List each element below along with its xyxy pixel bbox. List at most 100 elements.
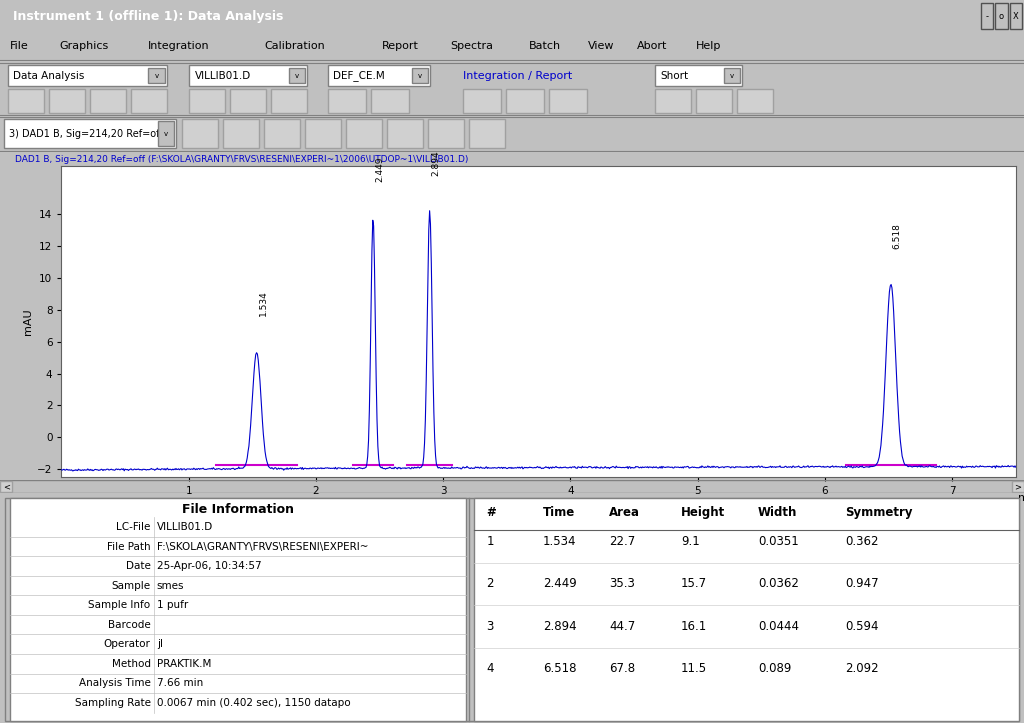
Text: 2.894: 2.894 [431, 150, 440, 176]
FancyBboxPatch shape [264, 119, 300, 148]
FancyBboxPatch shape [189, 65, 307, 86]
Text: v: v [155, 72, 159, 79]
FancyBboxPatch shape [469, 119, 505, 148]
FancyBboxPatch shape [131, 89, 167, 113]
Text: Date: Date [126, 561, 151, 571]
Text: Calibration: Calibration [264, 40, 326, 51]
FancyBboxPatch shape [328, 89, 366, 113]
FancyBboxPatch shape [10, 497, 466, 721]
FancyBboxPatch shape [90, 89, 126, 113]
Text: 3) DAD1 B, Sig=214,20 Ref=off (F: 3) DAD1 B, Sig=214,20 Ref=off (F [9, 129, 176, 139]
Text: v: v [164, 131, 168, 137]
FancyBboxPatch shape [655, 65, 742, 86]
FancyBboxPatch shape [5, 497, 1019, 721]
Text: 6.518: 6.518 [543, 662, 577, 675]
FancyBboxPatch shape [549, 89, 587, 113]
Text: Short: Short [660, 71, 688, 80]
Text: 1 pufr: 1 pufr [157, 600, 188, 610]
FancyBboxPatch shape [387, 119, 423, 148]
FancyBboxPatch shape [655, 89, 691, 113]
FancyBboxPatch shape [230, 89, 266, 113]
Text: 15.7: 15.7 [681, 578, 708, 591]
Text: Integration: Integration [147, 40, 209, 51]
Text: Symmetry: Symmetry [845, 506, 912, 519]
Text: Method: Method [112, 659, 151, 669]
Text: Instrument 1 (offline 1): Data Analysis: Instrument 1 (offline 1): Data Analysis [13, 10, 284, 22]
Text: 0.089: 0.089 [758, 662, 792, 675]
Text: DEF_CE.M: DEF_CE.M [333, 70, 385, 81]
Text: v: v [730, 72, 734, 79]
Text: PRAKTIK.M: PRAKTIK.M [157, 659, 211, 669]
FancyBboxPatch shape [8, 65, 167, 86]
Text: Data Analysis: Data Analysis [13, 71, 85, 80]
Text: 0.947: 0.947 [845, 578, 879, 591]
Text: 1: 1 [486, 535, 494, 548]
Text: 6.518: 6.518 [893, 223, 902, 249]
Text: 0.0351: 0.0351 [758, 535, 799, 548]
FancyBboxPatch shape [463, 89, 501, 113]
Text: Abort: Abort [637, 40, 668, 51]
FancyBboxPatch shape [305, 119, 341, 148]
Text: VILLIB01.D: VILLIB01.D [157, 522, 213, 532]
FancyBboxPatch shape [371, 89, 409, 113]
FancyBboxPatch shape [328, 65, 430, 86]
Text: 0.0362: 0.0362 [758, 578, 799, 591]
Text: Operator: Operator [103, 639, 151, 649]
Text: File Path: File Path [106, 542, 151, 552]
Text: 2.449: 2.449 [543, 578, 577, 591]
FancyBboxPatch shape [506, 89, 544, 113]
FancyBboxPatch shape [981, 3, 993, 29]
Text: Integration / Report: Integration / Report [463, 71, 572, 81]
Text: X: X [1013, 12, 1019, 21]
Text: Sample Info: Sample Info [88, 600, 151, 610]
Text: 22.7: 22.7 [609, 535, 636, 548]
Text: 35.3: 35.3 [609, 578, 635, 591]
Text: Batch: Batch [528, 40, 561, 51]
FancyBboxPatch shape [412, 68, 428, 83]
FancyBboxPatch shape [8, 89, 44, 113]
FancyBboxPatch shape [158, 121, 174, 146]
Text: <: < [3, 482, 9, 491]
FancyBboxPatch shape [346, 119, 382, 148]
Text: Width: Width [758, 506, 797, 519]
FancyBboxPatch shape [271, 89, 307, 113]
Text: 2.449: 2.449 [375, 157, 384, 182]
FancyBboxPatch shape [189, 89, 225, 113]
Text: Height: Height [681, 506, 725, 519]
Text: Report: Report [382, 40, 419, 51]
Text: 0.0444: 0.0444 [758, 620, 799, 633]
Text: Area: Area [609, 506, 640, 519]
Text: 0.594: 0.594 [845, 620, 879, 633]
Text: 16.1: 16.1 [681, 620, 708, 633]
Text: 0.0067 min (0.402 sec), 1150 datapo: 0.0067 min (0.402 sec), 1150 datapo [157, 698, 350, 708]
Text: o: o [998, 12, 1005, 21]
Text: Help: Help [696, 40, 721, 51]
Y-axis label: mAU: mAU [23, 309, 33, 335]
Text: jl: jl [157, 639, 163, 649]
FancyBboxPatch shape [182, 119, 218, 148]
FancyBboxPatch shape [49, 89, 85, 113]
FancyBboxPatch shape [696, 89, 732, 113]
Text: -: - [986, 12, 988, 21]
FancyBboxPatch shape [428, 119, 464, 148]
FancyBboxPatch shape [4, 119, 176, 148]
Text: VILLIB01.D: VILLIB01.D [195, 71, 251, 80]
Text: File Information: File Information [181, 503, 294, 516]
Text: F:\SKOLA\GRANTY\FRVS\RESENI\EXPERI~: F:\SKOLA\GRANTY\FRVS\RESENI\EXPERI~ [157, 542, 369, 552]
Text: 1.534: 1.534 [258, 291, 267, 316]
Text: Spectra: Spectra [451, 40, 494, 51]
Text: 44.7: 44.7 [609, 620, 636, 633]
FancyBboxPatch shape [0, 481, 12, 492]
FancyBboxPatch shape [1010, 3, 1022, 29]
Text: 9.1: 9.1 [681, 535, 699, 548]
Text: View: View [588, 40, 614, 51]
Text: File: File [10, 40, 29, 51]
Text: 4: 4 [486, 662, 494, 675]
Text: Graphics: Graphics [59, 40, 109, 51]
Text: 25-Apr-06, 10:34:57: 25-Apr-06, 10:34:57 [157, 561, 261, 571]
Text: 11.5: 11.5 [681, 662, 708, 675]
Text: 0.362: 0.362 [845, 535, 879, 548]
Text: Sampling Rate: Sampling Rate [75, 698, 151, 708]
Text: min: min [1018, 493, 1024, 502]
Text: smes: smes [157, 581, 184, 591]
